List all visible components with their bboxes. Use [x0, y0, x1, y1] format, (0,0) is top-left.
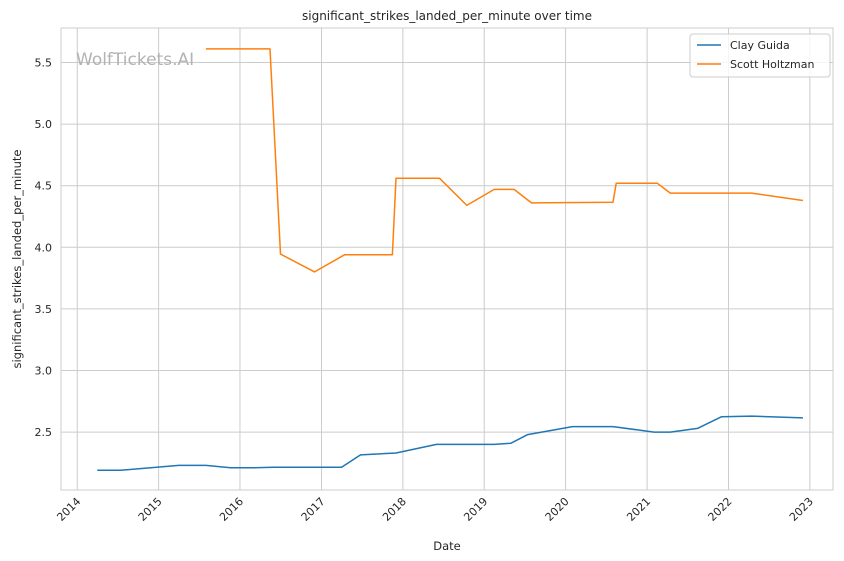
watermark: WolfTickets.AI: [76, 50, 194, 70]
x-tick-label: 2020: [543, 495, 572, 524]
y-tick-label: 3.5: [35, 303, 53, 316]
y-tick-label: 5.0: [35, 118, 53, 131]
series-lines: [97, 48, 804, 472]
legend-label-clay-guida: Clay Guida: [730, 39, 790, 52]
x-axis-title: Date: [433, 539, 461, 553]
series-line-clay-guida: [97, 415, 803, 472]
x-tick-label: 2023: [787, 495, 816, 524]
y-tick-label: 4.0: [35, 241, 53, 254]
chart-title: significant_strikes_landed_per_minute ov…: [302, 9, 592, 23]
y-axis-title: significant_strikes_landed_per_minute: [10, 150, 24, 369]
legend-box: [689, 33, 831, 78]
legend-label-scott-holtzman: Scott Holtzman: [730, 58, 814, 71]
y-tick-label: 2.5: [35, 426, 53, 439]
y-tick-label: 5.5: [35, 56, 53, 69]
y-tick-label: 4.5: [35, 180, 53, 193]
grid: [61, 28, 833, 490]
x-tick-label: 2015: [136, 495, 165, 524]
y-axis-ticks: 2.5 3.0 3.5 4.0 4.5 5.0 5.5: [35, 56, 53, 439]
x-tick-label: 2017: [299, 495, 328, 524]
y-tick-label: 3.0: [35, 364, 53, 377]
x-tick-label: 2021: [624, 495, 653, 524]
legend: Clay Guida Scott Holtzman: [689, 33, 831, 78]
series-line-scott-holtzman: [205, 48, 804, 273]
x-tick-label: 2022: [706, 495, 735, 524]
x-tick-label: 2019: [461, 495, 490, 524]
x-axis-ticks: 2014 2015 2016 2017 2018 2019 2020 2021 2022 2023: [54, 495, 816, 524]
x-tick-label: 2014: [54, 495, 83, 524]
plot-frame: [60, 27, 834, 491]
x-tick-label: 2018: [380, 495, 409, 524]
x-tick-label: 2016: [217, 495, 246, 524]
